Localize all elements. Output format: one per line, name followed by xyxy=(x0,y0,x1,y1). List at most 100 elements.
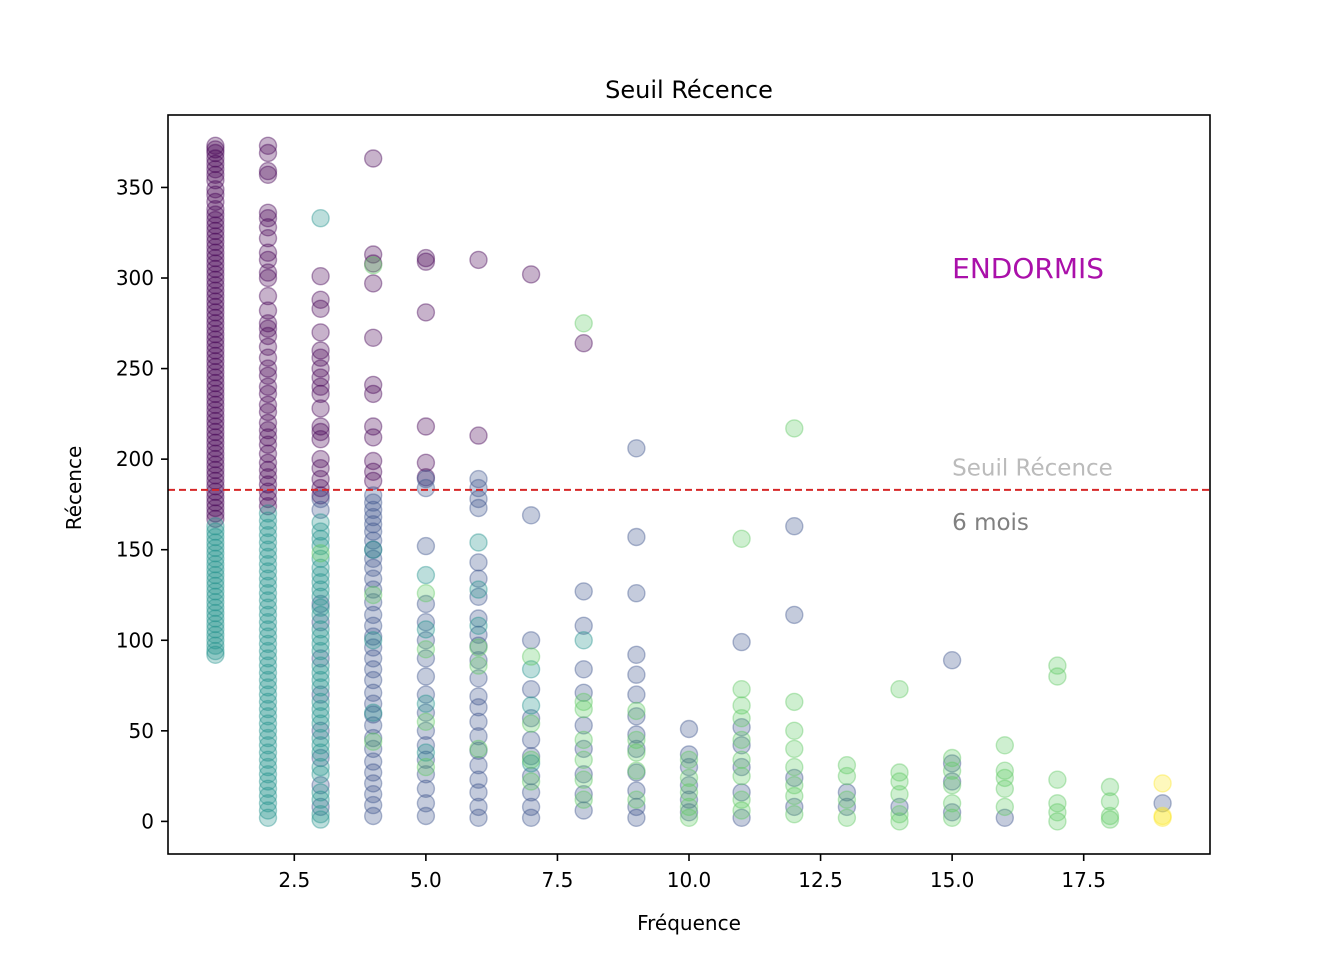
data-point xyxy=(416,252,436,271)
data-point xyxy=(364,245,383,264)
data-point xyxy=(469,569,488,588)
data-point xyxy=(574,716,593,735)
annotation-6-mois: 6 mois xyxy=(952,510,1029,536)
data-point xyxy=(995,761,1014,780)
data-point xyxy=(206,488,225,507)
data-point xyxy=(206,527,225,547)
x-tick-label: 17.5 xyxy=(1061,868,1106,892)
data-point xyxy=(942,808,962,827)
data-point xyxy=(206,149,225,168)
data-point xyxy=(574,785,593,804)
x-tick-label: 5.0 xyxy=(410,868,442,892)
data-point xyxy=(311,594,330,614)
data-point xyxy=(364,149,383,168)
data-point xyxy=(364,694,383,713)
data-point xyxy=(311,544,330,563)
data-point xyxy=(364,631,383,650)
data-point xyxy=(311,620,330,639)
data-point xyxy=(469,756,488,775)
data-point xyxy=(311,783,330,802)
data-point xyxy=(469,478,488,498)
data-point xyxy=(311,656,330,675)
data-point xyxy=(416,303,436,322)
data-point xyxy=(258,228,278,248)
data-point xyxy=(364,705,383,724)
data-point xyxy=(206,493,225,512)
data-point xyxy=(258,286,278,306)
data-point xyxy=(890,805,909,824)
data-point xyxy=(311,580,330,599)
data-point xyxy=(258,649,278,668)
data-point xyxy=(416,594,436,614)
data-point xyxy=(258,504,278,523)
data-point xyxy=(574,730,593,750)
data-point xyxy=(627,439,646,458)
data-point xyxy=(416,613,436,632)
data-point xyxy=(416,649,436,668)
data-point xyxy=(258,444,278,463)
data-point xyxy=(311,573,330,592)
y-tick-label: 200 xyxy=(116,447,154,471)
data-point xyxy=(311,707,330,726)
data-point xyxy=(206,232,225,252)
data-point xyxy=(364,683,383,702)
data-point xyxy=(258,165,278,185)
data-point xyxy=(521,797,541,817)
data-point xyxy=(416,757,436,777)
data-point xyxy=(206,522,225,541)
data-point xyxy=(1048,812,1067,831)
data-point xyxy=(469,609,488,628)
data-point xyxy=(416,743,436,762)
data-point xyxy=(521,766,541,786)
data-point xyxy=(995,779,1014,798)
data-point xyxy=(258,314,278,333)
data-point xyxy=(258,395,278,414)
data-point xyxy=(995,797,1014,817)
data-point xyxy=(521,660,541,679)
data-point xyxy=(258,598,278,617)
data-point xyxy=(206,368,225,387)
annotations: ENDORMIS Seuil Récence 6 mois xyxy=(952,252,1113,536)
data-point xyxy=(574,770,593,789)
data-point xyxy=(258,692,278,712)
data-point xyxy=(995,768,1014,788)
data-point xyxy=(311,587,330,606)
annotation-seuil-recence: Seuil Récence xyxy=(952,455,1113,481)
data-point xyxy=(732,736,751,755)
data-point xyxy=(206,449,225,469)
data-point xyxy=(364,627,383,646)
data-point xyxy=(258,533,278,552)
data-point xyxy=(1153,774,1172,793)
data-point xyxy=(206,509,225,529)
data-point xyxy=(258,685,278,704)
data-point xyxy=(258,634,278,654)
data-point xyxy=(469,739,488,759)
data-point xyxy=(364,540,383,559)
data-point xyxy=(206,265,225,284)
data-point xyxy=(469,580,488,599)
data-point xyxy=(416,640,436,659)
data-point xyxy=(311,598,330,617)
chart-title: Seuil Récence xyxy=(605,76,773,104)
data-point xyxy=(364,660,383,679)
y-axis-ticks: 0 50 100 150 200 250 300 350 xyxy=(116,175,168,833)
data-point xyxy=(311,797,330,817)
data-point xyxy=(469,698,488,717)
data-point xyxy=(679,808,699,827)
data-point xyxy=(942,794,962,813)
data-point xyxy=(258,656,278,675)
data-point xyxy=(732,680,751,699)
data-point xyxy=(574,801,593,820)
data-point xyxy=(364,451,383,471)
data-point xyxy=(785,721,804,740)
data-point xyxy=(364,703,383,722)
data-point xyxy=(574,790,593,809)
data-point xyxy=(837,783,857,802)
data-point xyxy=(364,274,383,293)
data-point xyxy=(732,632,751,652)
data-point xyxy=(1100,792,1120,811)
data-point xyxy=(206,482,225,501)
data-point xyxy=(258,794,278,813)
data-point xyxy=(469,625,488,644)
